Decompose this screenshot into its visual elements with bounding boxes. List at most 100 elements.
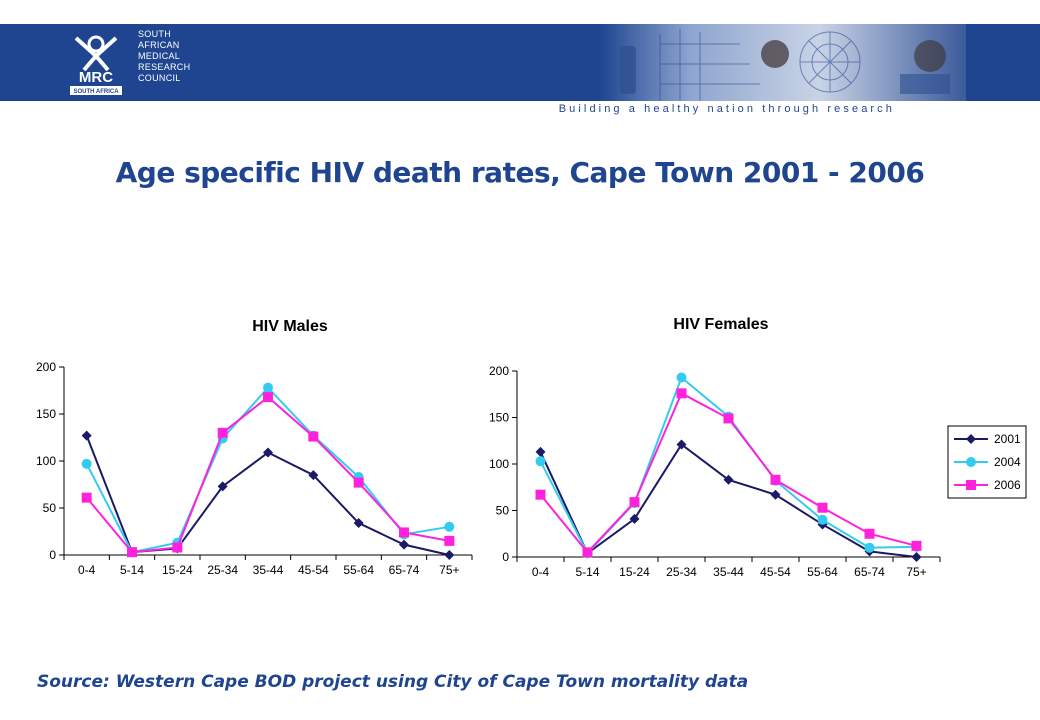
- data-point: [864, 542, 875, 553]
- data-point: [263, 447, 273, 458]
- series-2006: [81, 392, 455, 558]
- y-tick-label: 150: [36, 407, 56, 421]
- data-point: [770, 474, 781, 485]
- chart-females: HIV Females 0 50 100 150 200 0-4 5-14 15-24 25-34…: [489, 316, 1027, 579]
- chart-title: HIV Males: [252, 318, 328, 335]
- series-2006: [535, 388, 922, 558]
- data-point: [263, 392, 273, 403]
- chart-males: HIV Males 0 50 100 150 200 0-4 5-14 15-24 25-34 35…: [36, 318, 473, 577]
- organization-name: SOUTH AFRICAN MEDICAL RESEARCH COUNCIL: [138, 29, 190, 84]
- x-tick-label: 5-14: [120, 563, 144, 577]
- x-tick-label: 55-64: [807, 565, 838, 579]
- y-tick-label: 0: [49, 548, 56, 562]
- x-tick-label: 15-24: [619, 565, 650, 579]
- x-tick-label: 15-24: [162, 563, 193, 577]
- series-2001: [81, 430, 455, 560]
- data-point: [582, 547, 593, 558]
- legend-swatch-marker: [966, 457, 976, 467]
- page-title: Age specific HIV death rates, Cape Town …: [115, 156, 925, 189]
- data-point: [308, 431, 319, 442]
- x-tick-label: 25-34: [207, 563, 238, 577]
- data-point: [81, 458, 92, 469]
- data-point: [172, 542, 183, 553]
- y-tick-label: 150: [489, 411, 509, 425]
- data-point: [535, 446, 546, 457]
- logo-figure-icon: [87, 35, 105, 53]
- data-point: [217, 481, 228, 492]
- org-line: MEDICAL: [138, 51, 181, 61]
- y-tick-label: 100: [36, 454, 56, 468]
- y-tick-label: 0: [502, 550, 509, 564]
- data-point: [629, 497, 640, 508]
- data-point: [817, 502, 828, 513]
- legend: 2001 2004 2006: [947, 425, 1027, 499]
- legend-swatch-marker: [966, 434, 976, 444]
- data-point: [127, 547, 137, 558]
- series-line: [85, 395, 450, 554]
- org-line: RESEARCH: [138, 62, 191, 72]
- logo-text: MRC: [79, 69, 113, 86]
- series-line: [85, 386, 450, 554]
- data-point: [81, 430, 92, 441]
- data-point: [770, 489, 781, 500]
- mrc-logo: MRC SOUTH AFRICA: [70, 35, 122, 95]
- x-tick-label: 0-4: [78, 563, 96, 577]
- data-point: [676, 372, 687, 383]
- x-tick-label: 5-14: [575, 565, 599, 579]
- chart-title: HIV Females: [673, 316, 768, 333]
- logo-subtext: SOUTH AFRICA: [73, 89, 119, 95]
- y-tick-label: 200: [36, 360, 56, 374]
- x-tick-label: 75+: [439, 563, 459, 577]
- data-point: [864, 528, 875, 539]
- y-tick-label: 100: [489, 457, 509, 471]
- x-tick-label: 35-44: [253, 563, 284, 577]
- x-tick-label: 35-44: [713, 565, 744, 579]
- y-tick-label: 200: [489, 364, 509, 378]
- data-point: [444, 521, 455, 532]
- org-line: AFRICAN: [138, 40, 180, 50]
- data-point: [353, 518, 364, 529]
- data-point: [911, 552, 922, 562]
- data-point: [399, 527, 409, 538]
- tagline: Building a healthy nation through resear…: [558, 103, 895, 115]
- x-tick-label: 45-54: [760, 565, 791, 579]
- data-point: [308, 470, 319, 481]
- x-tick-label: 65-74: [389, 563, 420, 577]
- data-point: [444, 535, 455, 546]
- x-tick-label: 0-4: [532, 565, 550, 579]
- data-point: [911, 540, 922, 551]
- x-tick-label: 65-74: [854, 565, 885, 579]
- legend-swatch-marker: [966, 480, 976, 490]
- legend-label: 2001: [994, 432, 1021, 446]
- data-point: [81, 492, 92, 503]
- data-point: [676, 388, 687, 399]
- data-point: [353, 477, 364, 488]
- legend-label: 2004: [994, 455, 1021, 469]
- data-point: [723, 474, 734, 485]
- x-tick-label: 75+: [906, 565, 926, 579]
- data-point: [676, 439, 687, 450]
- data-point: [723, 413, 734, 424]
- org-line: SOUTH: [138, 29, 171, 39]
- x-tick-label: 55-64: [343, 563, 374, 577]
- source-note: Source: Western Cape BOD project using C…: [37, 672, 749, 692]
- data-point: [535, 489, 546, 500]
- series-line: [539, 443, 917, 558]
- series-2004: [81, 382, 455, 558]
- x-tick-label: 25-34: [666, 565, 697, 579]
- x-tick-label: 45-54: [298, 563, 329, 577]
- data-point: [399, 539, 409, 550]
- series-line: [539, 375, 917, 556]
- data-point: [263, 382, 273, 393]
- y-tick-label: 50: [496, 504, 510, 518]
- legend-label: 2006: [994, 478, 1021, 492]
- org-line: COUNCIL: [138, 73, 181, 83]
- data-point: [535, 456, 546, 467]
- data-point: [817, 514, 828, 525]
- data-point: [629, 513, 640, 524]
- data-point: [217, 427, 228, 438]
- data-point: [444, 550, 455, 560]
- header-photo-collage: [600, 24, 966, 101]
- y-tick-label: 50: [43, 501, 57, 515]
